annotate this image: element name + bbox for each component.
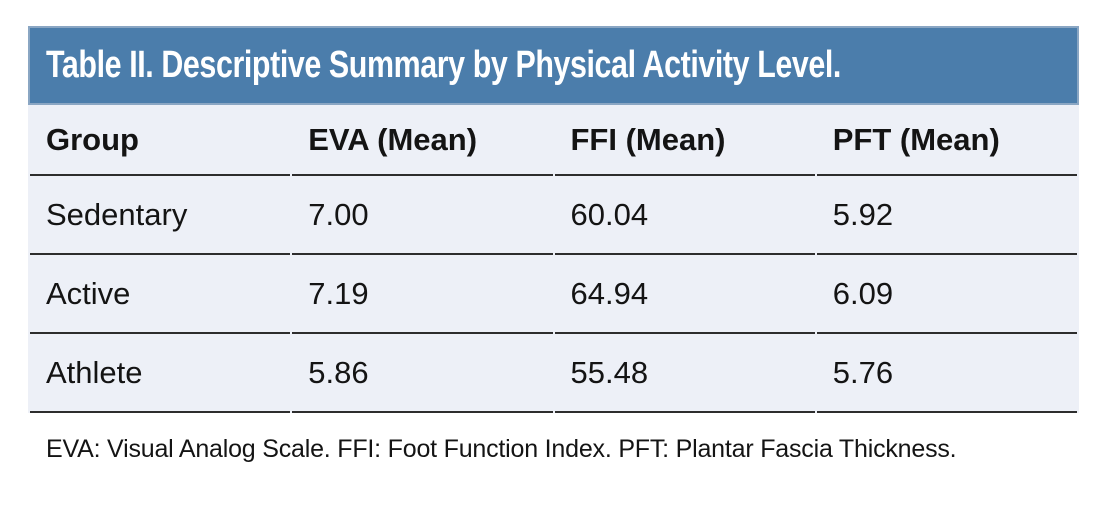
cell-pft: 5.76 [816,334,1077,413]
cell-group: Athlete [30,334,291,413]
cell-group: Active [30,255,291,334]
cell-ffi: 64.94 [554,255,815,334]
cell-eva: 5.86 [292,334,553,413]
column-header-pft-mean: PFT (Mean) [816,105,1077,176]
cell-pft: 5.92 [816,176,1077,255]
column-header-group: Group [30,105,291,176]
table-row-active: Active 7.19 64.94 6.09 [30,255,1077,334]
cell-pft: 6.09 [816,255,1077,334]
table-row-athlete: Athlete 5.86 55.48 5.76 [30,334,1077,413]
column-header-ffi-mean: FFI (Mean) [554,105,815,176]
cell-group: Sedentary [30,176,291,255]
header-row: Group EVA (Mean) FFI (Mean) PFT (Mean) [30,105,1077,176]
cell-ffi: 60.04 [554,176,815,255]
table-title-bar: Table II. Descriptive Summary by Physica… [28,26,1079,105]
column-header-eva-mean: EVA (Mean) [292,105,553,176]
cell-ffi: 55.48 [554,334,815,413]
table-title: Table II. Descriptive Summary by Physica… [46,44,841,86]
cell-eva: 7.00 [292,176,553,255]
table-row-sedentary: Sedentary 7.00 60.04 5.92 [30,176,1077,255]
summary-table-card: Table II. Descriptive Summary by Physica… [28,26,1079,464]
cell-eva: 7.19 [292,255,553,334]
table-footnote: EVA: Visual Analog Scale. FFI: Foot Func… [46,435,957,463]
descriptive-summary-table: Group EVA (Mean) FFI (Mean) PFT (Mean) S… [28,105,1079,413]
